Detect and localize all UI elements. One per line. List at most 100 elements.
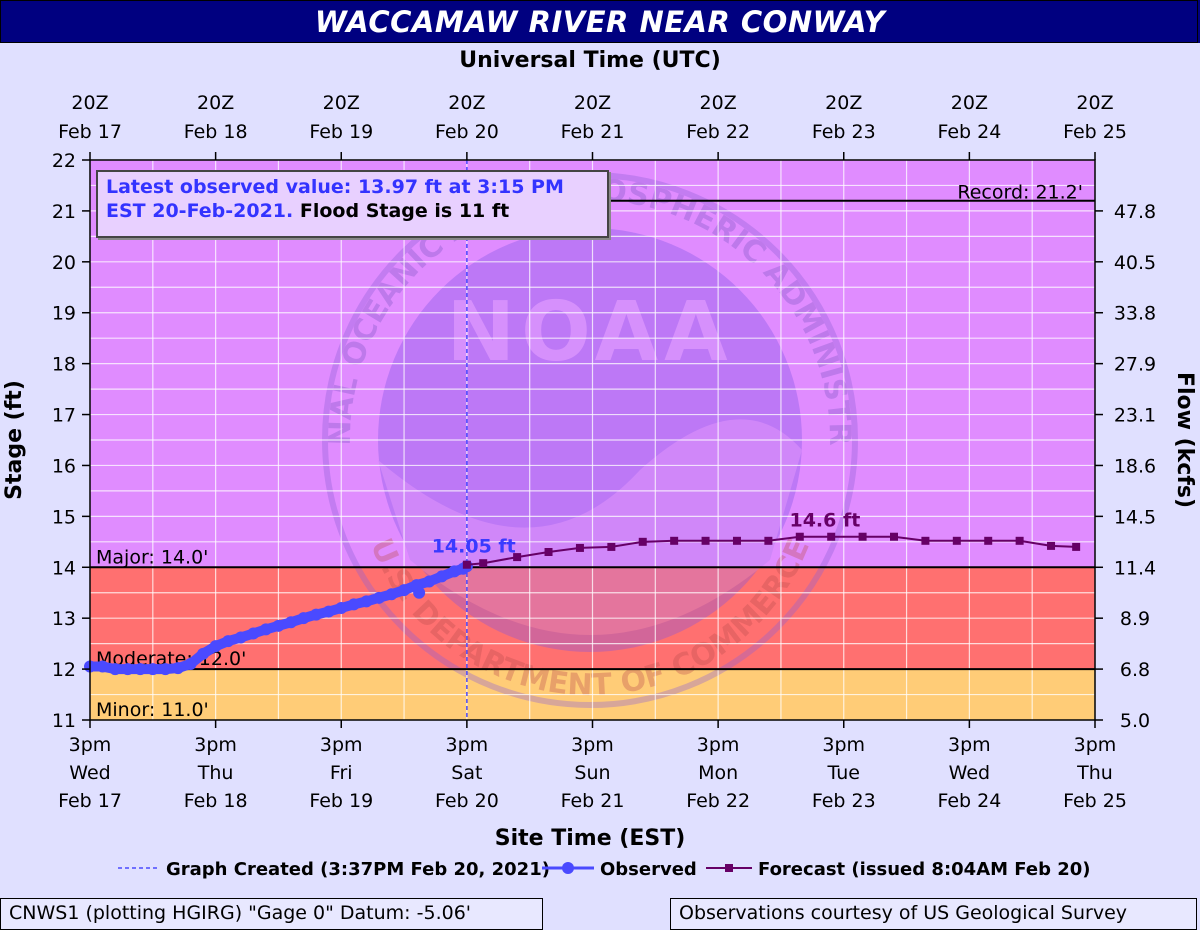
observed-point [146,663,159,676]
observed-point [347,598,360,611]
forecast-point [638,537,647,546]
right-tick-label: 8.9 [1120,608,1150,630]
observed-point [222,635,235,648]
bottom-tick-label: 3pm [320,734,363,756]
left-tick-label: 19 [52,303,76,325]
observed-peak-label: 14.05 ft [432,536,516,558]
latest-observed-line1: Latest observed value: 13.97 ft at 3:15 … [106,176,564,198]
observed-point [310,608,323,621]
top-tick-label: 20Z [71,92,108,114]
legend: Graph Created (3:37PM Feb 20, 2021) Obser… [118,859,1091,880]
bottom-tick-label: 3pm [69,734,112,756]
observed-point [134,663,147,676]
forecast-point [1072,542,1081,551]
forecast-point [670,536,679,545]
top-tick-label: 20Z [197,92,234,114]
top-tick-label: 20Z [323,92,360,114]
top-tick-label: 20Z [1076,92,1113,114]
top-tick-label: Feb 19 [309,121,373,143]
forecast-point [952,536,961,545]
bottom-tick-label: Feb 20 [435,790,499,812]
right-tick-label: 47.8 [1114,201,1156,223]
title-frame [0,0,1198,43]
bottom-tick-label: Wed [949,762,990,784]
top-tick-label: Feb 22 [686,121,750,143]
forecast-point [890,532,898,541]
forecast-point [921,536,930,545]
top-tick-label: 20Z [700,92,737,114]
forecast-point [513,553,522,562]
bottom-tick-label: Thu [1076,762,1113,784]
forecast-point [544,548,553,556]
observed-point [259,623,272,636]
left-tick-label: 12 [52,659,76,681]
observed-point [96,660,109,673]
bottom-tick-label: Feb 25 [1063,790,1127,812]
major-label: Major: 14.0' [96,546,208,568]
bottom-tick-label: Feb 23 [812,790,876,812]
chart-title-bar: WACCAMAW RIVER NEAR CONWAY [0,0,1200,43]
series-layer: 14.05 ft 14.6 ft [84,160,1081,720]
right-tick-label: 27.9 [1114,354,1156,376]
top-tick-label: 20Z [825,92,862,114]
top-tick-label: Feb 18 [184,121,248,143]
top-tick-label: Feb 21 [561,121,625,143]
right-axis-title: Flow (kcfs) [1172,372,1197,508]
observed-point [234,631,247,644]
left-tick-label: 20 [52,252,76,274]
top-axis-title: Universal Time (UTC) [459,48,721,73]
observed-point [335,602,348,614]
legend-forecast-label: Forecast (issued 8:04AM Feb 20) [758,859,1091,880]
right-tick-label: 23.1 [1114,405,1156,427]
observed-point [209,640,222,653]
legend-forecast-swatch-square [725,864,733,872]
bottom-tick-label: Fri [330,762,353,784]
watermark-noaa-text: NOAA [446,285,733,380]
bottom-tick-label: Feb 22 [686,790,750,812]
forecast-point [764,536,773,545]
forecast-point [827,532,836,541]
bottom-tick-label: 3pm [446,734,489,756]
left-tick-label: 17 [52,405,76,427]
observed-point [435,570,448,583]
right-tick-label: 5.0 [1120,710,1150,732]
observed-point [285,616,297,629]
flood-stage-text: Flood Stage is 11 ft [299,200,510,222]
forecast-point [575,543,584,552]
latest-observed-date: EST 20-Feb-2021. [106,200,294,222]
watermark-wave [378,419,802,635]
footer-source-box: Observations courtesy of US Geological S… [670,898,1197,930]
bottom-tick-label: Wed [69,762,110,784]
bottom-tick-label: 3pm [1074,734,1117,756]
left-tick-label: 13 [52,608,76,630]
forecast-point [607,542,616,551]
observed-point [121,663,134,676]
left-axis-title: Stage (ft) [2,380,27,500]
footer-datum-box: CNWS1 (plotting HGIRG) "Gage 0" Datum: -… [0,898,543,930]
forecast-point [1015,536,1024,545]
bottom-tick-label: Feb 24 [937,790,1001,812]
right-tick-label: 11.4 [1114,557,1156,579]
bottom-tick-label: Feb 19 [309,790,373,812]
right-tick-label: 33.8 [1114,303,1156,325]
bottom-tick-label: 3pm [697,734,740,756]
observed-point [159,663,172,676]
left-tick-label: 11 [52,710,76,732]
observed-point [423,575,436,588]
observed-point [398,584,411,597]
right-tick-label: 14.5 [1114,506,1156,528]
observed-point [372,591,385,604]
bottom-tick-label: Feb 18 [184,790,248,812]
left-tick-label: 14 [52,557,76,579]
top-tick-label: 20Z [574,92,611,114]
left-tick-label: 15 [52,506,76,528]
latest-observed-box: Latest observed value: 13.97 ft at 3:15 … [96,170,609,238]
bottom-tick-label: Mon [698,762,738,784]
forecast-point [701,536,710,545]
forecast-point [462,560,471,569]
bottom-tick-label: 3pm [194,734,237,756]
top-tick-label: Feb 23 [812,121,876,143]
forecast-point [732,536,741,545]
left-tick-label: 21 [52,201,76,223]
